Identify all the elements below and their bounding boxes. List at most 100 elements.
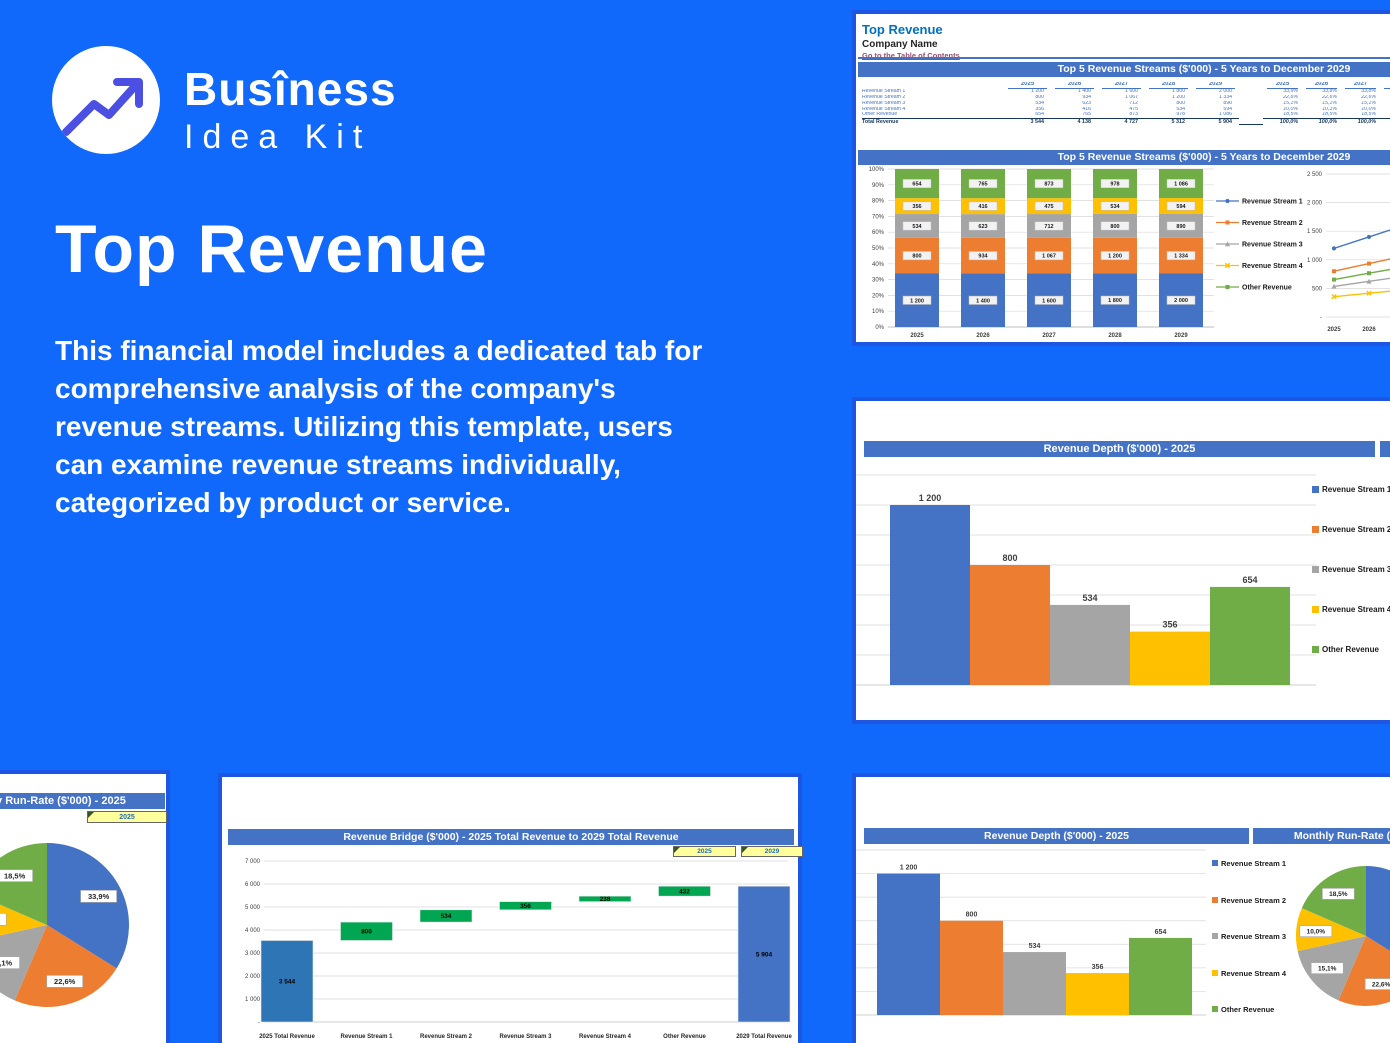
chart-text: 2 000 [245,974,261,980]
chart-text: 2029 [1174,333,1188,339]
chart-text: 1 200 [1108,254,1122,260]
revenue-table: 202520262027202820292025202620272028Reve… [862,78,1390,126]
waterfall-bar [499,901,552,911]
chart-text: Revenue Stream 4 [579,1034,632,1040]
revenue-depth-bar-chart-small: 1 200 800 534 356 654 [856,849,1206,1016]
line-series [1333,258,1390,272]
chart-text: 2027 [1042,333,1056,339]
chart-text: 1 600 [1042,298,1056,304]
depth-bar [1210,586,1290,685]
divider [858,57,1390,59]
chart-text: 33,9% [88,892,110,901]
pie-slice [0,925,47,1001]
depth-bar [1066,973,1129,1015]
panel-revenue-bridge: Revenue Bridge ($'000) - 2025 Total Reve… [218,773,803,1043]
chart-text: 534 [912,224,922,230]
chart-text: 623 [978,224,987,230]
pie-slice [14,925,117,1007]
table-row: Revenue Stream 4 356 416 475 534 594 10,0% 10,1… [862,106,1376,112]
chart-text: 18,5% [1329,891,1348,898]
legend-swatch [1312,566,1319,573]
chart-text: Revenue Stream 2 [420,1034,473,1040]
depth-chart-title-small: Revenue Depth ($'000) - 2025 [864,828,1249,844]
chart-text: 6 000 [245,882,261,888]
chart-text: 15,1% [1318,966,1337,973]
legend-swatch [1212,1006,1218,1012]
chart-text: 416 [978,204,987,210]
line-series [1333,229,1390,250]
page-title: Top Revenue [55,211,488,287]
legend-entry: Revenue Stream 1 [1212,854,1286,891]
chart-text: 18,5% [4,871,26,880]
table-row: Other Revenue 654 765 873 978 1 086 18,5% 18,5%… [862,112,1376,118]
chart-text: 2025 Total Revenue [259,1034,315,1040]
chart-text: - [258,1020,260,1026]
legend-entry: Other Revenue [1212,1000,1286,1037]
table-header-row: 202520262027202820292025202620272028 [862,78,1390,89]
panel-top5-revenue-streams: Top Revenue Company Name Go to the Table… [852,10,1390,346]
chart-text: 3 544 [279,978,296,985]
chart-text: Revenue Stream 3 [1242,242,1303,249]
legend-swatch [1212,933,1218,939]
adjacent-chart-title-stub [1380,441,1390,457]
chart-text: 712 [1044,224,1053,230]
chart-text: 15,1% [0,958,12,967]
brand-name: Busîness [184,63,397,115]
waterfall-bar [737,885,791,1023]
chart-legend: Revenue Stream 1 Revenue Stream 2 Revenue … [1312,479,1390,679]
chart-text: Revenue Stream 1 [1242,199,1303,206]
chart-text: 934 [978,254,988,260]
chart-text: 1 000 [245,997,261,1003]
table-of-contents-link[interactable]: Go to the Table of Contents [862,51,960,60]
chart-text: 1 086 [1174,182,1188,188]
start-year-selector[interactable]: 2025 [673,846,736,857]
chart-text: 978 [1110,182,1119,188]
chart-text: 1 200 [919,493,942,503]
legend-swatch [1212,969,1218,976]
chart-text: 475 [1044,204,1053,210]
legend-swatch [1212,860,1218,866]
chart-text: 1 000 [1307,258,1323,264]
chart-text: 356 [1092,964,1104,971]
chart-text: 654 [912,182,922,188]
chart-text: 238 [600,896,611,903]
chart-text: 90% [872,183,885,189]
panel-monthly-runrate-left: Monthly Run-Rate ($'000) - 2025 2025 33,… [0,770,170,1043]
chart-text: 890 [1176,224,1185,230]
chart-text: 20% [872,293,885,299]
line-series [1333,268,1390,281]
pie-slice [0,843,47,925]
chart-text: 22,6% [54,977,76,986]
chart-text: 80% [872,199,885,205]
chart-text: Revenue Stream 4 [1242,263,1303,270]
chart-text: 3 000 [245,951,261,957]
legend-swatch [1312,486,1319,493]
chart-text: 2026 [976,333,990,339]
year-selector-dropdown[interactable]: 2025 [87,811,167,823]
chart-text: 0% [875,325,884,331]
depth-chart-title: Revenue Depth ($'000) - 2025 [864,441,1375,457]
chart-text: 800 [361,928,372,935]
company-name: Company Name [862,39,938,50]
bridge-chart-title: Revenue Bridge ($'000) - 2025 Total Reve… [228,829,794,845]
legend-entry: Revenue Stream 3 [1312,559,1390,599]
stacked-bar-and-line-chart: 100% 90% 80% 70% 60% 50% 40% 30% 20% 10% 0% 1 200 80… [869,167,1390,339]
chart-legend-small: Revenue Stream 1 Revenue Stream 2 Revenue … [1212,854,1286,1037]
chart-text: 7 000 [245,859,261,865]
end-year-selector[interactable]: 2029 [741,846,803,857]
waterfall-bar [658,885,711,897]
revenue-bridge-waterfall-chart: 7 000 6 000 5 000 4 000 3 000 2 000 1 000 - 3 54… [245,859,792,1040]
chart-text: 534 [1029,943,1041,950]
chart-text: Revenue Stream 3 [499,1034,552,1040]
chart-text: 765 [978,182,987,188]
chart-text: 5 000 [245,905,261,911]
pie-slice [0,904,47,936]
chart-text: 873 [1044,182,1053,188]
chart-text: 800 [966,912,978,919]
chart-text: 534 [1082,593,1097,603]
waterfall-bar [578,895,632,902]
table-row: Total Revenue 3 544 4 138 4 727 5 312 5 904 10… [862,118,1390,126]
panel-depth-and-runrate: Revenue Depth ($'000) - 2025 Monthly Run… [852,773,1390,1043]
page-description: This financial model includes a dedicate… [55,335,703,518]
